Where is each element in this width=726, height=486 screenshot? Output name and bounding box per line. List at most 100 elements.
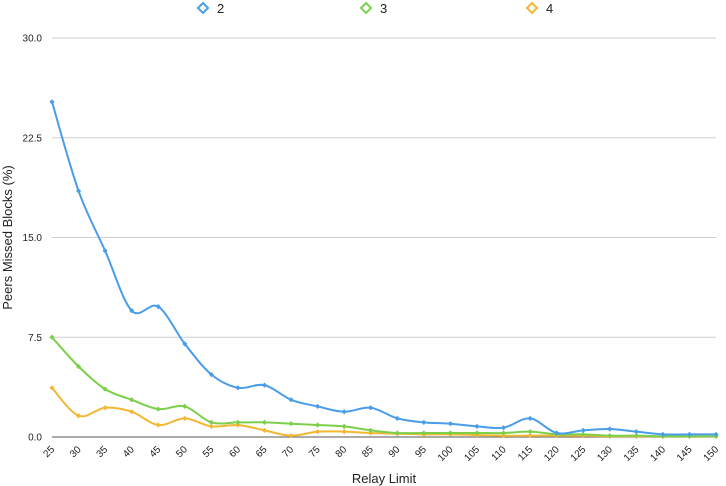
series-line-2	[51, 100, 717, 436]
data-point	[421, 419, 427, 425]
data-point	[368, 405, 374, 411]
data-point	[208, 371, 214, 378]
grid-lines	[52, 37, 716, 438]
data-point	[75, 188, 82, 194]
data-point	[49, 334, 55, 340]
x-tick-label: 105	[463, 444, 483, 464]
series-lines	[49, 99, 719, 439]
x-tick-label: 95	[413, 444, 429, 460]
x-tick-label: 90	[387, 444, 403, 460]
legend-marker-icon	[525, 1, 539, 15]
data-point	[129, 409, 135, 415]
x-tick-label: 55	[201, 444, 217, 460]
data-point	[633, 433, 639, 439]
data-point	[182, 403, 188, 410]
x-tick-label: 30	[68, 444, 84, 460]
data-point	[155, 422, 161, 428]
legend-marker-icon	[196, 1, 210, 15]
data-point	[261, 382, 268, 388]
y-tick-label: 15.0	[23, 233, 43, 244]
y-tick-label: 7.5	[28, 333, 42, 344]
data-point	[75, 363, 82, 370]
data-point	[155, 406, 161, 412]
data-point	[102, 405, 108, 411]
data-point	[660, 431, 666, 437]
legend-item-3: 3	[359, 1, 387, 16]
x-tick-label: 130	[595, 444, 615, 464]
data-point	[633, 429, 639, 435]
x-tick-label: 125	[569, 444, 589, 464]
axes: 0.0 7.5 15.0 22.5 30.0 25 30 35 40 45 50 55 60 65 70 75…	[23, 34, 722, 464]
data-point	[368, 427, 374, 433]
data-point	[500, 425, 507, 431]
x-tick-label: 110	[490, 444, 509, 463]
x-tick-label: 100	[436, 444, 456, 464]
data-point	[208, 419, 214, 425]
y-tick-label: 0.0	[28, 433, 42, 444]
x-tick-label: 150	[702, 444, 722, 464]
data-point	[315, 429, 321, 435]
series-3	[49, 334, 719, 439]
data-point	[527, 433, 533, 439]
data-point	[261, 419, 268, 425]
data-point	[713, 431, 719, 437]
x-tick-label: 140	[648, 444, 668, 464]
data-point	[341, 429, 347, 435]
x-tick-label: 120	[542, 444, 562, 464]
x-tick-label: 60	[227, 444, 243, 460]
x-axis-title: Relay Limit	[352, 471, 417, 486]
data-point	[261, 427, 268, 433]
x-tick-label: 115	[516, 444, 535, 463]
x-tick-label: 50	[174, 444, 190, 460]
data-point	[580, 427, 586, 433]
data-point	[315, 422, 321, 428]
data-point	[368, 430, 374, 436]
x-tick-label: 45	[148, 444, 164, 460]
data-point	[182, 341, 188, 347]
legend-item-2: 2	[196, 1, 224, 16]
data-point	[341, 423, 347, 429]
y-axis-title: Peers Missed Blocks (%)	[0, 165, 15, 309]
data-point	[102, 386, 108, 392]
data-point	[288, 397, 294, 403]
data-point	[208, 423, 214, 429]
x-tick-label: 85	[360, 444, 376, 460]
data-point	[235, 422, 241, 428]
data-point	[102, 248, 108, 254]
series-line-3	[51, 336, 717, 438]
data-point	[421, 430, 427, 436]
data-point	[182, 415, 188, 421]
data-point	[527, 415, 533, 421]
x-tick-label: 135	[622, 444, 642, 464]
x-tick-label: 40	[121, 444, 137, 460]
data-point	[607, 433, 613, 439]
x-tick-label: 35	[95, 444, 111, 460]
legend-label: 4	[546, 1, 553, 16]
data-point	[315, 403, 321, 410]
data-point	[686, 431, 693, 437]
x-tick-label: 25	[41, 444, 57, 460]
data-point	[49, 99, 55, 105]
data-point	[341, 409, 347, 415]
data-point	[49, 385, 55, 391]
data-point	[235, 419, 241, 425]
data-point	[607, 426, 613, 432]
series-2	[49, 99, 719, 437]
x-tick-label: 65	[254, 444, 270, 460]
data-point	[554, 430, 560, 436]
data-point	[75, 413, 82, 419]
legend-label: 3	[380, 1, 387, 16]
data-point	[500, 430, 507, 436]
data-point	[155, 304, 161, 310]
data-point	[394, 430, 400, 436]
x-tick-label: 75	[307, 444, 323, 460]
legend-label: 2	[217, 1, 224, 16]
data-point	[129, 308, 135, 314]
legend: 2 3 4	[196, 1, 553, 16]
x-tick-label: 80	[334, 444, 350, 460]
data-point	[394, 415, 400, 421]
data-point	[447, 430, 453, 436]
data-point	[288, 421, 294, 427]
data-point	[474, 430, 480, 436]
